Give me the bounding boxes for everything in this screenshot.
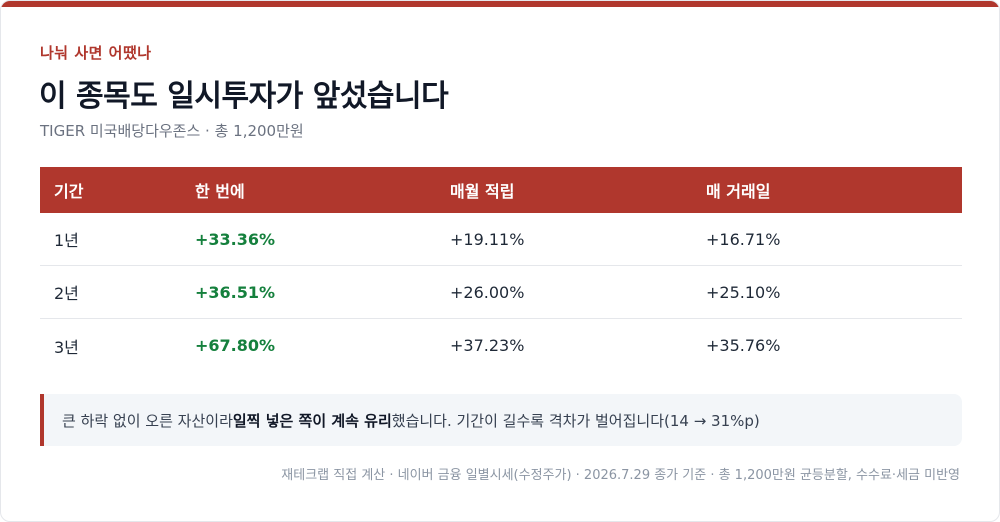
- callout-text-prefix: 큰 하락 없이 오른 자산이라: [62, 411, 233, 430]
- table-row: 2년 +36.51% +26.00% +25.10%: [40, 266, 962, 319]
- monthly-cell: +26.00%: [450, 282, 525, 302]
- insight-callout: 큰 하락 없이 오른 자산이라 일찍 넣은 쪽이 계속 유리 했습니다. 기간이 …: [40, 394, 962, 446]
- accent-bar: [1, 1, 999, 7]
- callout-emphasis: 일찍 넣은 쪽이 계속 유리: [232, 411, 392, 430]
- source-footnote: 재테크랩 직접 계산 · 네이버 금융 일별시세(수정주가) · 2026.7.…: [281, 468, 960, 483]
- period-cell: 3년: [54, 337, 79, 357]
- table-header: 기간 한 번에 매월 적립 매 거래일: [40, 167, 962, 213]
- daily-cell: +16.71%: [706, 229, 781, 249]
- lump-sum-cell: +67.80%: [195, 336, 276, 355]
- returns-table: 기간 한 번에 매월 적립 매 거래일 1년 +33.36% +19.11% +…: [40, 167, 962, 372]
- lump-sum-cell: +36.51%: [195, 282, 276, 302]
- table-row: 3년 +67.80% +37.23% +35.76%: [40, 319, 962, 372]
- daily-cell: +25.10%: [706, 282, 781, 302]
- callout-text-suffix: 했습니다. 기간이 길수록 격차가 벌어집니다(14 → 31%p): [391, 411, 760, 430]
- daily-cell: +35.76%: [706, 336, 781, 355]
- table-row: 1년 +33.36% +19.11% +16.71%: [40, 213, 962, 266]
- monthly-cell: +19.11%: [450, 229, 525, 249]
- monthly-cell: +37.23%: [450, 336, 525, 355]
- column-header-period: 기간: [54, 182, 84, 201]
- column-header-lump-sum: 한 번에: [195, 182, 245, 201]
- page-subtitle: TIGER 미국배당다우존스 · 총 1,200만원: [40, 122, 304, 140]
- column-header-monthly: 매월 적립: [450, 182, 515, 201]
- page-title: 이 종목도 일시투자가 앞섰습니다: [39, 79, 449, 114]
- column-header-daily: 매 거래일: [706, 182, 771, 201]
- eyebrow-label: 나눠 사면 어땠나: [40, 44, 152, 62]
- period-cell: 1년: [54, 231, 79, 250]
- lump-sum-cell: +33.36%: [195, 229, 276, 249]
- period-cell: 2년: [54, 284, 79, 303]
